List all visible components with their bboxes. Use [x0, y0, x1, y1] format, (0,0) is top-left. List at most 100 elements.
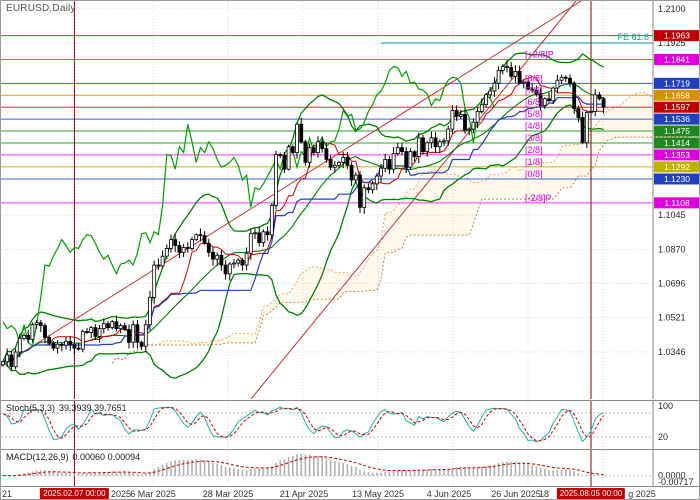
- murray-labels: [+2/8]P [8/8] [7/8] [6/8] [5/8] [4/8] [3/8] [2/…: [525, 32, 649, 203]
- candle-body: [76, 347, 81, 350]
- candle-body: [47, 336, 52, 344]
- macd-values: 0.00060 0.00094: [72, 452, 141, 462]
- candle-body: [248, 233, 253, 254]
- price-tick-label: 1.0870: [658, 244, 686, 254]
- senkou-span-b-line: [111, 125, 699, 364]
- candle-body: [526, 81, 530, 90]
- main-chart-pane[interactable]: [+2/8]P [8/8] [7/8] [6/8] [5/8] [4/8] [3/8] [2/…: [1, 1, 700, 399]
- stoch-axis-label: 20: [658, 432, 668, 442]
- candle-body: [484, 94, 488, 106]
- stochastic-canvas[interactable]: 100 20: [1, 401, 700, 449]
- macd-signal-line: [2, 456, 604, 477]
- macd-axis-label: -0.00717: [658, 477, 694, 487]
- candle-body: [97, 328, 102, 337]
- candle-body: [295, 123, 299, 153]
- candle-body: [328, 159, 333, 168]
- price-badge-label: 1.1475: [664, 126, 690, 136]
- candle-body: [572, 82, 577, 109]
- candle-body: [395, 147, 400, 154]
- candle-body: [190, 239, 194, 249]
- price-tick-label: 1.0346: [658, 347, 686, 357]
- price-badge: [654, 197, 699, 209]
- candle-body: [152, 264, 157, 298]
- candle-body: [34, 322, 39, 326]
- candle-body: [127, 329, 131, 343]
- time-tick-label: 21: [1, 489, 13, 499]
- price-badge-label: 1.1658: [664, 90, 690, 100]
- candles-layer: [1, 60, 606, 371]
- candle-body: [421, 137, 425, 152]
- macd-canvas[interactable]: 0.0000-0.00717: [1, 450, 700, 487]
- candle-body: [383, 159, 388, 169]
- murray-level-label: [1/8]: [525, 157, 543, 167]
- candle-body: [542, 98, 547, 107]
- macd-pane[interactable]: 0.0000 -0.00717 MACD(12,26,9) 0.00060 0.00…: [1, 449, 700, 487]
- tenkan-sen-line: [2, 75, 604, 364]
- candle-body: [274, 154, 278, 206]
- candle-body: [332, 164, 337, 168]
- candle-body: [30, 324, 35, 340]
- candle-body: [13, 351, 18, 368]
- candle-body: [211, 251, 215, 260]
- candle-body: [404, 151, 409, 168]
- candle-body: [215, 254, 220, 260]
- candle-body: [429, 137, 434, 144]
- candle-body: [597, 94, 602, 100]
- candle-body: [366, 187, 371, 191]
- candle-body: [143, 324, 148, 347]
- candle-body: [181, 247, 186, 253]
- candle-body: [307, 147, 312, 163]
- candle-body: [64, 340, 68, 346]
- candle-body: [509, 67, 514, 77]
- price-badge: [654, 137, 699, 149]
- event-date-badge: 2025.02.07 00:00: [40, 488, 109, 499]
- candle-body: [534, 89, 539, 95]
- price-badge-label: 1.1536: [664, 114, 690, 124]
- price-tick-label: 1.0521: [658, 313, 686, 323]
- price-badge-label: 1.1353: [664, 150, 690, 160]
- candle-body: [223, 264, 228, 275]
- candle-body: [530, 88, 535, 91]
- candle-body: [118, 325, 123, 329]
- candle-body: [559, 76, 564, 81]
- time-axis[interactable]: 21 2025 6 Mar 2025 28 Mar 2025 21 Apr 2025 13…: [1, 486, 699, 499]
- candle-body: [517, 71, 522, 84]
- price-badge: [654, 101, 699, 113]
- symbol-timeframe-label: EURUSD,Daily: [6, 3, 76, 14]
- candle-body: [265, 231, 270, 236]
- price-tick-label: 1.1925: [658, 38, 686, 48]
- macd-name: MACD(12,26,9): [6, 452, 69, 462]
- candle-body: [59, 343, 64, 346]
- candle-body: [425, 142, 430, 152]
- trend-lines: [1, 1, 592, 399]
- murray-level-label: [4/8]: [525, 121, 543, 131]
- candle-body: [278, 154, 283, 156]
- candle-body: [547, 98, 551, 102]
- candle-body: [22, 335, 26, 339]
- macd-label: MACD(12,26,9) 0.00060 0.00094: [6, 452, 140, 462]
- candle-body: [500, 66, 505, 71]
- ichimoku-cloud: [111, 91, 699, 364]
- murray-level-label: [+2/8]P: [525, 49, 554, 59]
- candle-body: [135, 324, 140, 343]
- time-tick-label: 13 May 2025: [351, 489, 405, 499]
- candle-body: [521, 81, 526, 84]
- murray-level-label: [3/8]: [525, 133, 543, 143]
- candle-body: [194, 234, 199, 241]
- candle-body: [236, 259, 241, 264]
- main-chart-canvas[interactable]: [+2/8]P [8/8] [7/8] [6/8] [5/8] [4/8] [3/8] [2/…: [1, 1, 700, 399]
- murray-level-label: [5/8]: [525, 109, 543, 119]
- candle-body: [551, 87, 556, 102]
- stoch-axis-label: 100: [658, 401, 673, 411]
- candle-body: [492, 82, 497, 92]
- candle-body: [106, 323, 110, 329]
- candle-body: [26, 335, 31, 340]
- candle-body: [173, 239, 178, 246]
- time-tick-label: g 2025: [628, 489, 656, 499]
- candle-body: [17, 337, 22, 353]
- candle-body: [467, 128, 472, 131]
- candle-body: [593, 94, 598, 112]
- candle-body: [412, 151, 417, 157]
- stochastic-pane[interactable]: 100 20 Stoch(5,3,3) 39.3939 39.7651: [1, 400, 700, 449]
- stoch-main-line: [2, 406, 604, 443]
